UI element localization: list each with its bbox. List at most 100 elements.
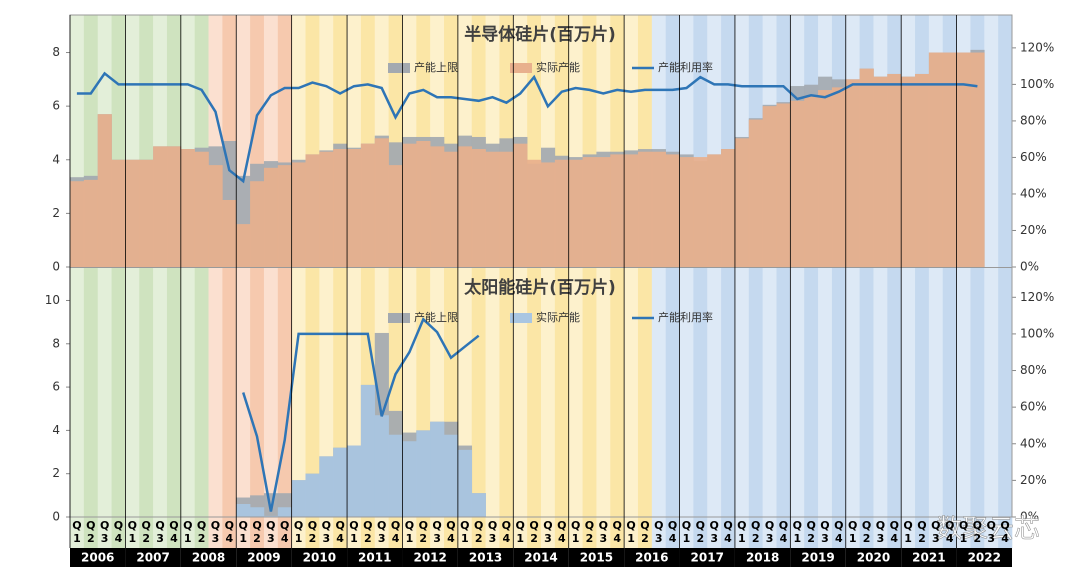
phase-band bbox=[568, 15, 583, 548]
year-label: 2006 bbox=[81, 551, 114, 565]
x-tick-label: Q4 bbox=[944, 519, 955, 545]
phase-band bbox=[527, 15, 542, 548]
phase-band bbox=[180, 15, 195, 548]
year-cell bbox=[402, 548, 458, 567]
x-tick-label: Q1 bbox=[183, 519, 193, 545]
x-tick-label: Q1 bbox=[404, 519, 415, 545]
bar bbox=[457, 449, 473, 517]
bar bbox=[236, 224, 251, 267]
bar bbox=[277, 165, 292, 267]
bar bbox=[901, 76, 916, 267]
phase-band bbox=[582, 15, 597, 548]
y2-tick-label: 60% bbox=[1020, 150, 1047, 164]
year-cell bbox=[70, 548, 126, 567]
bar bbox=[319, 456, 334, 517]
bar bbox=[166, 146, 182, 267]
bar bbox=[250, 507, 265, 517]
phase-band bbox=[111, 15, 126, 548]
bar bbox=[499, 151, 514, 267]
bar bbox=[818, 90, 833, 267]
x-tick-label: Q1 bbox=[737, 519, 747, 545]
x-tick-label: Q2 bbox=[141, 519, 151, 545]
bar bbox=[250, 181, 265, 267]
x-tick-label: Q4 bbox=[778, 519, 789, 545]
x-tick-label: Q2 bbox=[917, 519, 927, 545]
x-tick-label: Q4 bbox=[169, 519, 179, 545]
year-label: 2021 bbox=[912, 551, 945, 565]
bar bbox=[444, 151, 459, 267]
y2-tick-label: 120% bbox=[1020, 40, 1054, 54]
bar bbox=[194, 151, 209, 267]
x-tick-label: Q4 bbox=[224, 519, 234, 545]
bar bbox=[125, 159, 140, 267]
legend-swatch bbox=[388, 63, 410, 73]
phase-band bbox=[984, 15, 999, 548]
phase-band bbox=[125, 15, 140, 548]
bar bbox=[568, 159, 583, 267]
year-label: 2015 bbox=[580, 551, 613, 565]
x-tick-label: Q4 bbox=[723, 519, 733, 545]
bar bbox=[707, 154, 722, 267]
x-tick-label: Q2 bbox=[640, 519, 650, 545]
bar bbox=[360, 143, 376, 267]
bar bbox=[402, 441, 417, 517]
phase-band bbox=[998, 15, 1013, 548]
bar bbox=[111, 159, 126, 267]
bar bbox=[180, 149, 195, 267]
y-tick-label: 8 bbox=[52, 336, 60, 350]
chart-title: 半导体硅片(百万片) bbox=[464, 24, 616, 45]
year-cell bbox=[901, 548, 957, 567]
bar bbox=[153, 146, 168, 267]
x-tick-label: Q3 bbox=[432, 519, 442, 545]
bar bbox=[471, 149, 486, 267]
bar bbox=[416, 430, 431, 517]
legend-label: 实际产能 bbox=[536, 60, 580, 74]
x-tick-label: Q1 bbox=[460, 519, 470, 545]
bar bbox=[333, 447, 348, 517]
y2-tick-label: 40% bbox=[1020, 436, 1047, 450]
x-tick-label: Q1 bbox=[349, 519, 359, 545]
phase-band bbox=[222, 15, 237, 548]
legend-swatch bbox=[388, 313, 410, 323]
y2-tick-label: 20% bbox=[1020, 473, 1047, 487]
x-tick-label: Q3 bbox=[931, 519, 941, 545]
year-label: 2007 bbox=[136, 551, 169, 565]
bar bbox=[541, 162, 556, 267]
x-tick-label: Q3 bbox=[210, 519, 221, 545]
x-tick-label: Q4 bbox=[889, 519, 899, 545]
x-tick-label: Q2 bbox=[861, 519, 872, 545]
bar bbox=[471, 493, 486, 517]
y2-tick-label: 0% bbox=[1020, 260, 1039, 274]
year-label: 2009 bbox=[247, 551, 280, 565]
y-tick-label: 2 bbox=[52, 206, 60, 220]
x-tick-label: Q1 bbox=[515, 519, 525, 545]
year-label: 2008 bbox=[192, 551, 225, 565]
year-label: 2018 bbox=[746, 551, 779, 565]
bar bbox=[942, 52, 957, 267]
bar bbox=[347, 445, 362, 517]
x-tick-label: Q1 bbox=[293, 519, 304, 545]
bar bbox=[762, 106, 777, 268]
bar bbox=[374, 415, 389, 517]
bar bbox=[70, 181, 85, 267]
legend-label: 产能利用率 bbox=[658, 310, 713, 324]
phase-band bbox=[236, 15, 251, 548]
phase-band bbox=[734, 15, 750, 548]
bar bbox=[222, 199, 237, 267]
year-cell bbox=[457, 548, 514, 567]
bars bbox=[70, 49, 985, 517]
bar bbox=[347, 149, 362, 267]
x-tick-label: Q2 bbox=[695, 519, 705, 545]
x-tick-label: Q3 bbox=[266, 519, 276, 545]
x-tick-label: Q1 bbox=[792, 519, 802, 545]
phase-band bbox=[776, 15, 791, 548]
bar bbox=[734, 138, 750, 267]
year-label: 2022 bbox=[968, 551, 1001, 565]
x-tick-label: Q3 bbox=[321, 519, 331, 545]
bar bbox=[790, 100, 805, 267]
year-cell bbox=[734, 548, 791, 567]
bar bbox=[263, 167, 279, 267]
x-tick-label: Q3 bbox=[709, 519, 719, 545]
bar bbox=[291, 162, 306, 267]
